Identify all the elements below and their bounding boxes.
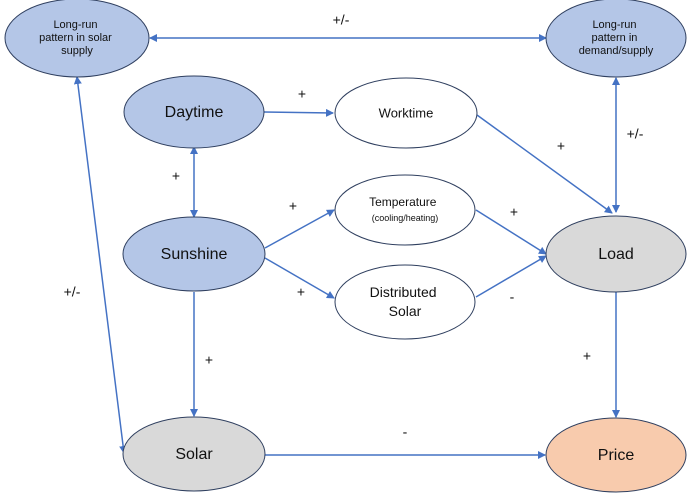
node-temperature-label: Temperature (cooling/heating)	[369, 194, 441, 223]
edge-label-demand-load: +/-	[627, 126, 644, 142]
node-daytime: Daytime	[123, 75, 265, 149]
node-temperature: Temperature (cooling/heating)	[334, 174, 476, 246]
edge-label-sunshine-solar: +	[205, 352, 213, 368]
edge-longrun-solar-to-solar	[73, 76, 128, 454]
edge-label-sunshine-distributed: +	[297, 284, 305, 300]
edge-label-solar-price: -	[403, 424, 408, 440]
edge-label-distributed-load: -	[510, 289, 515, 305]
edge-labels: +/- + + +/- + + + + - +/- + + -	[64, 12, 644, 440]
node-longrun-solar-label: Long-run pattern in solar supply	[39, 19, 115, 57]
node-load: Load	[545, 215, 687, 293]
node-longrun-solar-line-3: supply	[61, 45, 93, 57]
node-daytime-shape	[123, 75, 265, 149]
node-load-label: Load	[598, 246, 634, 263]
node-longrun-demand-line-2: pattern in	[592, 32, 638, 44]
edge-label-solar-demand: +/-	[333, 12, 350, 28]
node-solar-label: Solar	[175, 446, 213, 463]
node-price: Price	[545, 417, 687, 493]
node-longrun-solar: Long-run pattern in solar supply	[4, 0, 150, 78]
node-longrun-solar-line-2: pattern in solar	[39, 32, 112, 44]
node-worktime: Worktime	[334, 77, 478, 149]
node-temperature-line-2: (cooling/heating)	[372, 213, 439, 223]
node-longrun-solar-line-1: Long-run	[53, 19, 97, 31]
edge-label-worktime-load: +	[557, 138, 565, 154]
node-sunshine-label: Sunshine	[161, 246, 228, 263]
edge-distributed-solar-to-load	[475, 255, 547, 298]
node-longrun-demand-shape	[545, 0, 687, 78]
node-longrun-demand-label: Long-run pattern in demand/supply	[579, 19, 654, 57]
nodes: Long-run pattern in solar supply Long-ru…	[4, 0, 687, 493]
edge-label-temperature-load: +	[510, 204, 518, 220]
node-price-shape	[545, 417, 687, 493]
node-solar: Solar	[122, 416, 266, 492]
edge-label-daytime-worktime: +	[298, 86, 306, 102]
node-load-shape	[545, 215, 687, 293]
node-longrun-demand: Long-run pattern in demand/supply	[545, 0, 687, 78]
node-solar-shape	[122, 416, 266, 492]
node-temperature-shape	[334, 174, 476, 246]
node-daytime-label: Daytime	[165, 104, 224, 121]
node-worktime-label: Worktime	[379, 105, 434, 120]
edge-daytime-to-worktime	[263, 108, 334, 117]
node-longrun-solar-shape	[4, 0, 150, 78]
edge-label-longrun-solar-solar: +/-	[64, 284, 81, 300]
node-longrun-demand-line-1: Long-run	[592, 19, 636, 31]
node-longrun-demand-line-3: demand/supply	[579, 45, 654, 57]
edge-label-sunshine-temperature: +	[289, 198, 297, 214]
edge-sunshine-to-distributed-solar	[264, 257, 335, 299]
edge-worktime-to-load	[476, 114, 613, 214]
node-distributed-solar-label: Distributed Solar	[370, 284, 441, 319]
edge-temperature-to-load	[475, 209, 547, 255]
node-price-label: Price	[598, 447, 635, 464]
edge-label-daytime-sunshine: +	[172, 168, 180, 184]
edges	[73, 34, 620, 459]
node-worktime-shape	[334, 77, 478, 149]
node-distributed-solar-shape	[334, 264, 476, 340]
node-temperature-line-1: Temperature	[369, 195, 437, 209]
node-sunshine-shape	[122, 216, 266, 292]
node-distributed-solar: Distributed Solar	[334, 264, 476, 340]
node-distributed-solar-line-2: Solar	[389, 303, 422, 319]
node-distributed-solar-line-1: Distributed	[370, 284, 437, 300]
edge-sunshine-to-temperature	[264, 209, 335, 249]
node-sunshine: Sunshine	[122, 216, 266, 292]
edge-label-load-price: +	[583, 348, 591, 364]
